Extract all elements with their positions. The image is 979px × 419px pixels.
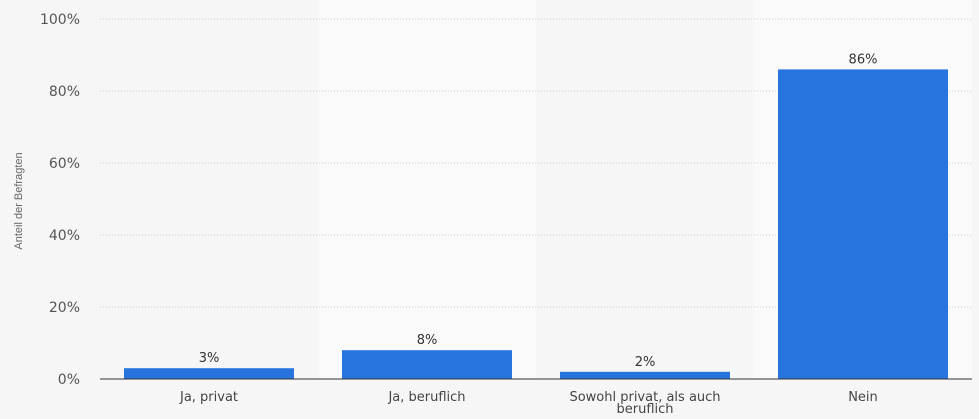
y-axis-ticks: 0% 20% 40% 60% 80% 100% — [40, 12, 80, 388]
data-labels: 3% 8% 2% 86% — [199, 52, 878, 369]
data-label: 2% — [635, 355, 656, 370]
category-label: beruflich — [616, 402, 673, 417]
category-label: Nein — [848, 390, 878, 405]
bars — [124, 69, 948, 380]
bar — [342, 350, 512, 379]
category-label: Ja, privat — [179, 390, 238, 405]
data-label: 8% — [417, 333, 438, 348]
category-band — [536, 0, 754, 379]
category-label: Sowohl privat, als auch — [569, 390, 720, 405]
y-tick-label: 60% — [49, 156, 80, 172]
y-tick-label: 40% — [49, 228, 80, 244]
y-tick-label: 0% — [58, 372, 80, 388]
category-band — [100, 0, 318, 379]
category-band — [318, 0, 536, 379]
y-tick-label: 100% — [40, 12, 80, 28]
y-axis-title: Anteil der Befragten — [13, 152, 25, 249]
category-label: Ja, beruflich — [387, 390, 465, 405]
bar — [560, 371, 730, 379]
y-tick-label: 80% — [49, 84, 80, 100]
category-labels: Ja, privat Ja, beruflich Sowohl privat, al… — [179, 390, 878, 417]
data-label: 86% — [849, 52, 878, 67]
bar — [778, 69, 948, 380]
data-label: 3% — [199, 351, 220, 366]
bar — [124, 368, 294, 379]
y-tick-label: 20% — [49, 300, 80, 316]
